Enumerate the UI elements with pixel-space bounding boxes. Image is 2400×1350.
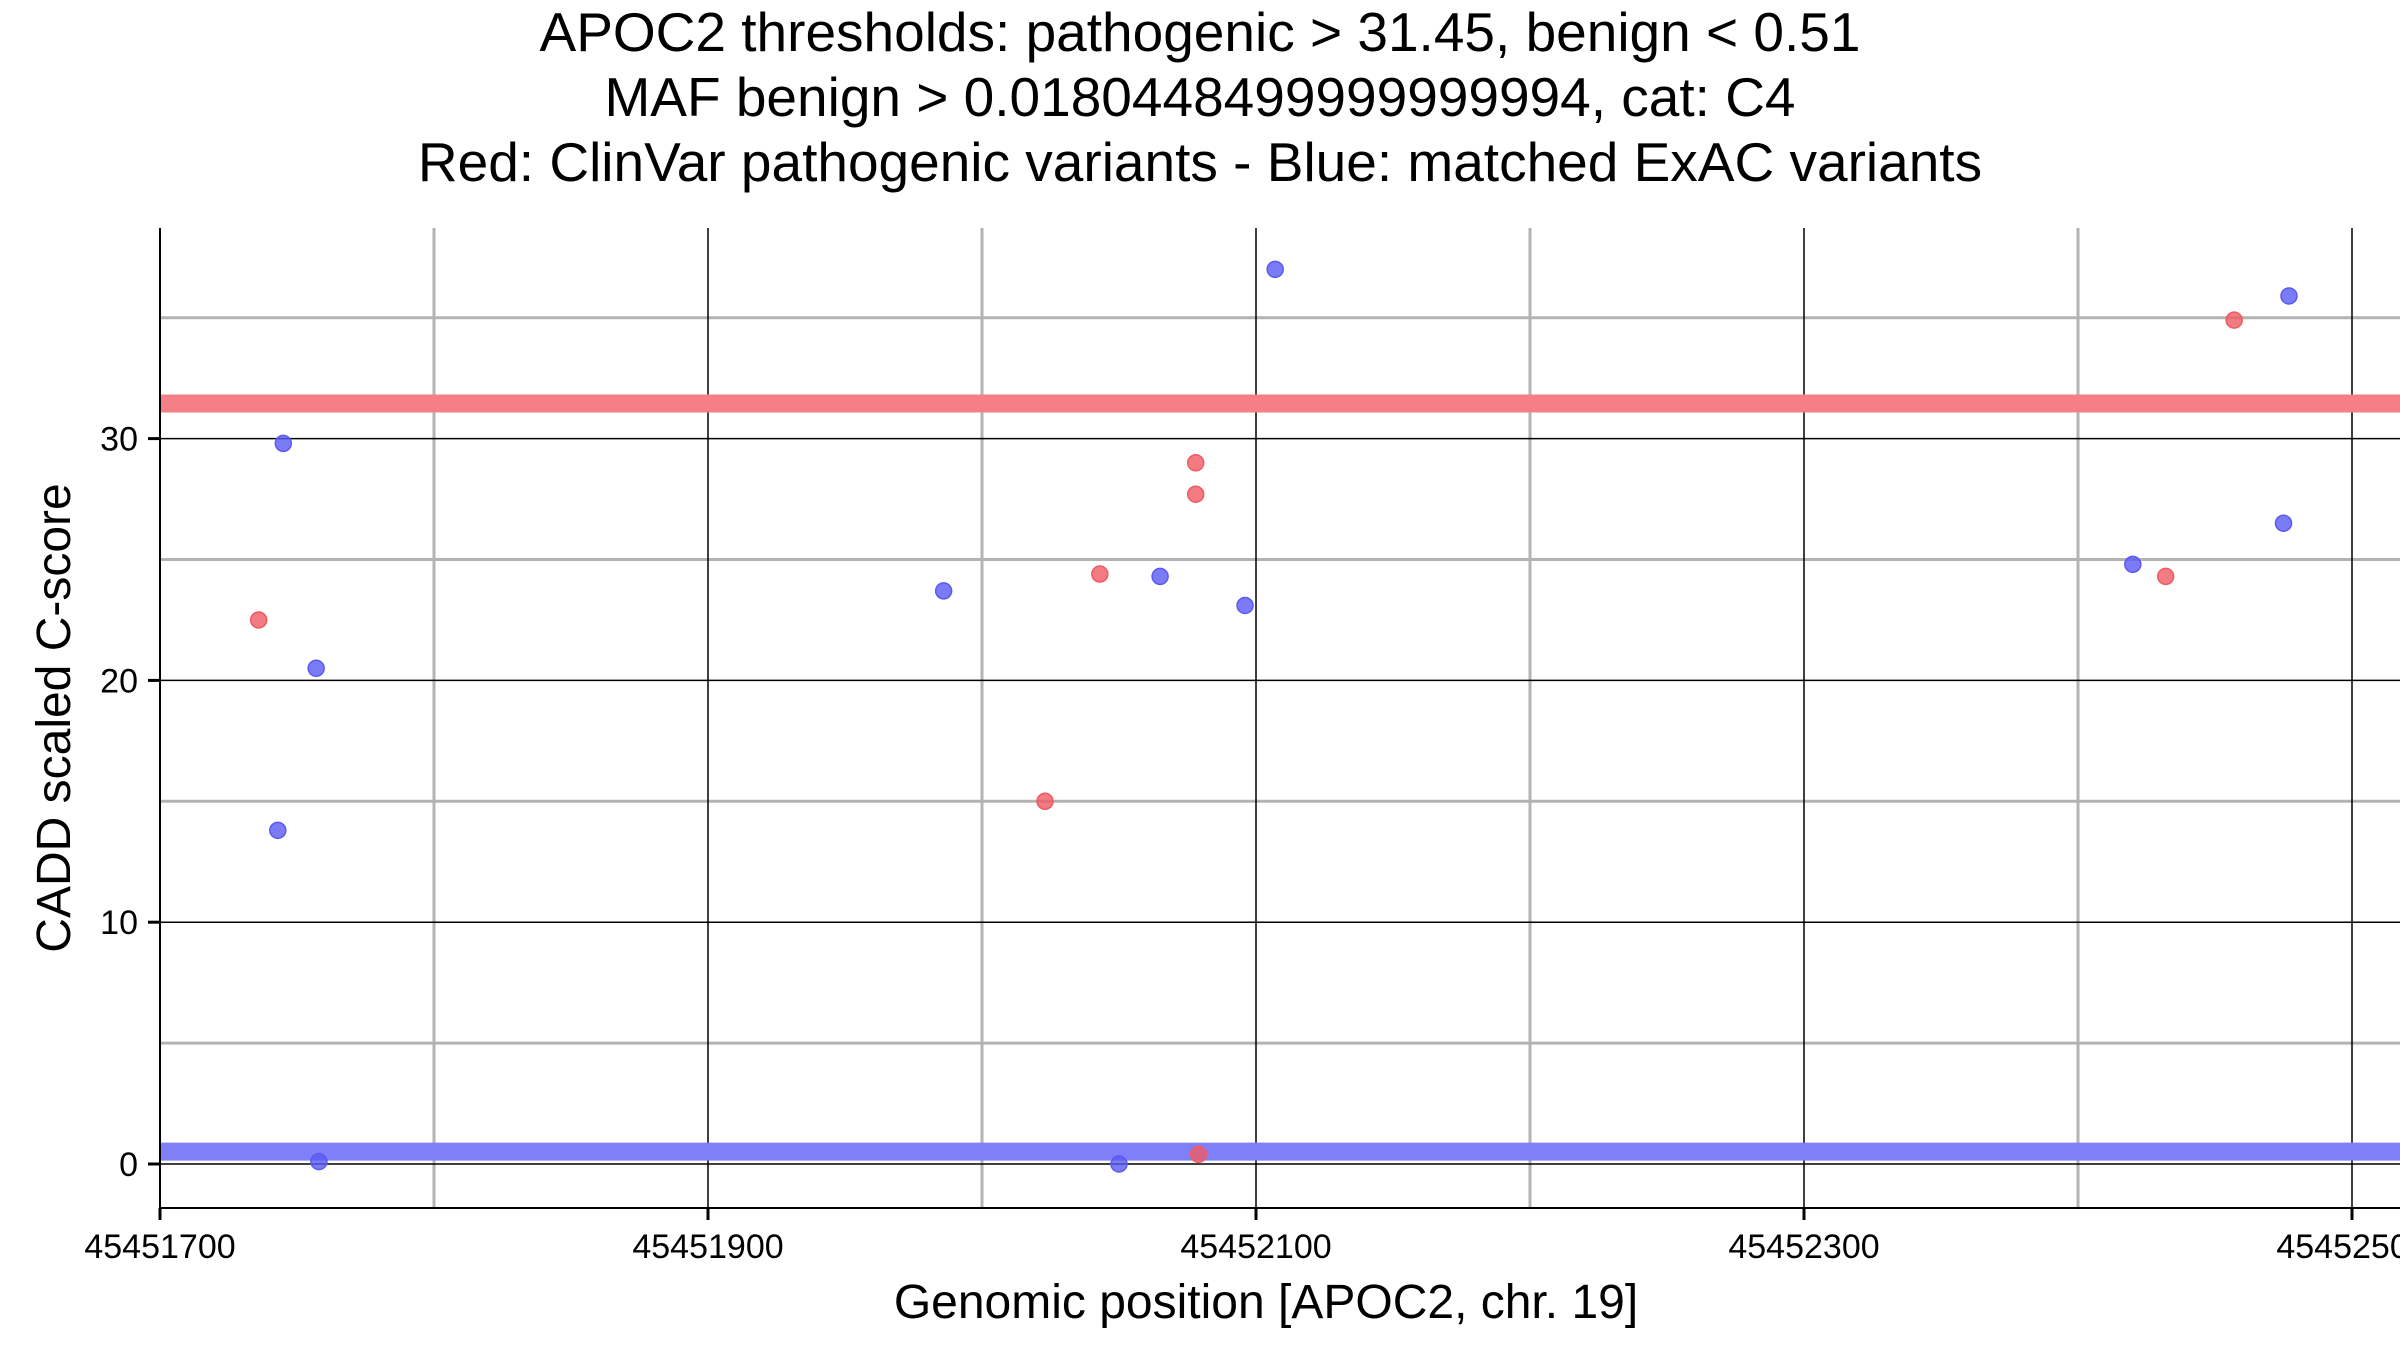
data-point <box>1186 485 1205 503</box>
y-tick-label: 30 <box>100 421 138 459</box>
x-tick-label: 45452300 <box>1728 1228 1879 1266</box>
data-point <box>1186 454 1205 472</box>
y-tick-label: 0 <box>119 1146 138 1184</box>
axes <box>159 228 2400 1209</box>
grid <box>159 228 2400 1208</box>
data-point <box>2274 514 2293 532</box>
data-point <box>1091 565 1109 583</box>
y-axis-label: CADD scaled C-score <box>28 483 81 952</box>
data-point <box>269 821 287 840</box>
data-point <box>1036 792 1054 811</box>
chart-title: APOC2 thresholds: pathogenic > 31.45, be… <box>0 0 2400 195</box>
x-tick-label: 45451700 <box>84 1228 235 1266</box>
data-point <box>1151 567 1169 586</box>
data-point <box>1110 1155 1128 1173</box>
data-point <box>1236 596 1254 615</box>
data-point <box>934 582 953 600</box>
x-axis-label: Genomic position [APOC2, chr. 19] <box>894 1276 1638 1329</box>
data-point <box>2124 555 2142 574</box>
data-point <box>1189 1145 1208 1164</box>
x-tick-label: 45452100 <box>1180 1228 1331 1266</box>
data-point <box>2225 311 2243 329</box>
data-point <box>310 1152 328 1171</box>
data-point <box>1266 260 1284 279</box>
data-point <box>307 659 325 678</box>
data-point <box>2280 287 2298 305</box>
threshold-lines <box>160 394 2400 1161</box>
data-point <box>274 434 293 453</box>
title-line-1: APOC2 thresholds: pathogenic > 31.45, be… <box>539 1 1861 63</box>
y-tick-label: 10 <box>100 904 138 942</box>
title-line-2: MAF benign > 0.0180448499999999994, cat:… <box>604 66 1796 128</box>
data-point <box>2156 567 2175 586</box>
data-points <box>249 260 2298 1173</box>
title-line-3: Red: ClinVar pathogenic variants - Blue:… <box>417 131 1983 193</box>
ticks: 45451700 45451900 45452100 45452300 4545250 0… <box>84 421 2400 1266</box>
y-tick-label: 20 <box>100 662 138 700</box>
data-point <box>249 611 268 629</box>
x-tick-label: 45451900 <box>632 1228 783 1266</box>
